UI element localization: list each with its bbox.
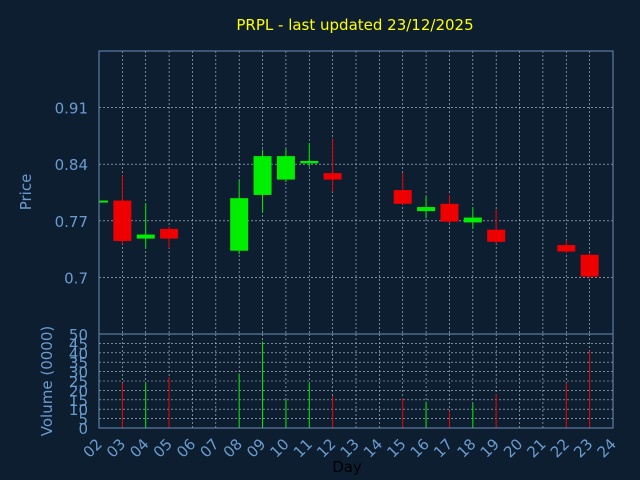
volume-tick-label: 25 <box>69 373 88 391</box>
x-tick-label: 17 <box>430 435 456 461</box>
candle <box>300 143 319 167</box>
price-tick-label: 0.91 <box>55 100 88 118</box>
candle-body <box>230 198 249 251</box>
candle-body <box>276 156 295 180</box>
x-tick-label: 05 <box>150 435 176 461</box>
candle <box>113 175 132 245</box>
candle <box>136 203 155 249</box>
price-tick-label: 0.84 <box>55 156 88 174</box>
candle-body <box>113 200 132 242</box>
volume-tick-label: 5 <box>78 411 88 429</box>
candle <box>417 196 436 219</box>
x-tick-label: 08 <box>220 435 246 461</box>
candle <box>580 253 599 278</box>
volume-tick-label: 45 <box>69 335 88 353</box>
candle-body <box>557 245 576 252</box>
candle-body <box>323 173 342 180</box>
volume-tick-label: 15 <box>69 392 88 410</box>
candle-body <box>417 207 436 212</box>
candle <box>230 180 249 254</box>
candle <box>323 138 342 192</box>
candle-body <box>580 254 599 277</box>
candle-body <box>99 200 108 203</box>
candle-body <box>463 217 482 223</box>
x-tick-label: 21 <box>524 435 550 461</box>
volume-panel-frame <box>98 333 614 429</box>
candles <box>98 138 599 278</box>
candle-body <box>300 160 319 164</box>
x-tick-label: 24 <box>594 435 620 461</box>
price-grid <box>98 51 614 334</box>
x-tick-label: 14 <box>360 435 386 461</box>
x-tick-label: 06 <box>173 435 199 461</box>
candle-body <box>393 190 412 204</box>
price-tick-labels: 0.91 0.84 0.77 0.7 <box>55 100 88 288</box>
x-tick-label: 10 <box>267 435 293 461</box>
volume-grid <box>98 333 614 429</box>
volume-tick-label: 40 <box>69 345 88 363</box>
x-tick-label: 03 <box>103 435 129 461</box>
volume-tick-label: 0 <box>78 420 88 438</box>
x-tick-label: 15 <box>383 435 409 461</box>
x-tick-label: 04 <box>126 435 152 461</box>
volume-tick-label: 30 <box>69 364 88 382</box>
candle <box>557 240 576 254</box>
candle-body <box>136 234 155 239</box>
volume-tick-label: 35 <box>69 354 88 372</box>
candle <box>160 226 179 249</box>
x-tick-label: 22 <box>547 435 573 461</box>
candle-body <box>487 229 506 242</box>
volume-tick-label: 10 <box>69 401 88 419</box>
x-tick-label: 18 <box>453 435 479 461</box>
candle-body <box>160 228 179 239</box>
price-tick-label: 0.77 <box>55 213 88 231</box>
x-tick-label: 16 <box>407 435 433 461</box>
candle <box>253 149 272 213</box>
x-tick-label: 20 <box>500 435 526 461</box>
y-axis-label: Price <box>17 174 35 211</box>
candle <box>276 148 295 182</box>
candle <box>393 173 412 205</box>
candle <box>487 209 506 244</box>
volume-tick-label: 50 <box>69 326 88 344</box>
volume-axis-label: Volume (0000) <box>38 326 56 436</box>
price-tick-label: 0.7 <box>64 269 88 287</box>
x-axis-label: Day <box>332 458 362 476</box>
candle <box>463 207 482 229</box>
x-tick-label: 02 <box>80 435 106 461</box>
candle <box>98 200 108 204</box>
volume-bars <box>121 341 591 428</box>
x-tick-label: 07 <box>196 435 222 461</box>
candle-body <box>253 156 272 195</box>
candle <box>440 194 459 224</box>
x-tick-label: 19 <box>477 435 503 461</box>
volume-tick-label: 20 <box>69 382 88 400</box>
x-tick-label: 09 <box>243 435 269 461</box>
chart-title: PRPL - last updated 23/12/2025 <box>236 16 473 34</box>
x-tick-label: 11 <box>290 435 316 461</box>
candle-body <box>440 203 459 222</box>
x-tick-label: 23 <box>570 435 596 461</box>
